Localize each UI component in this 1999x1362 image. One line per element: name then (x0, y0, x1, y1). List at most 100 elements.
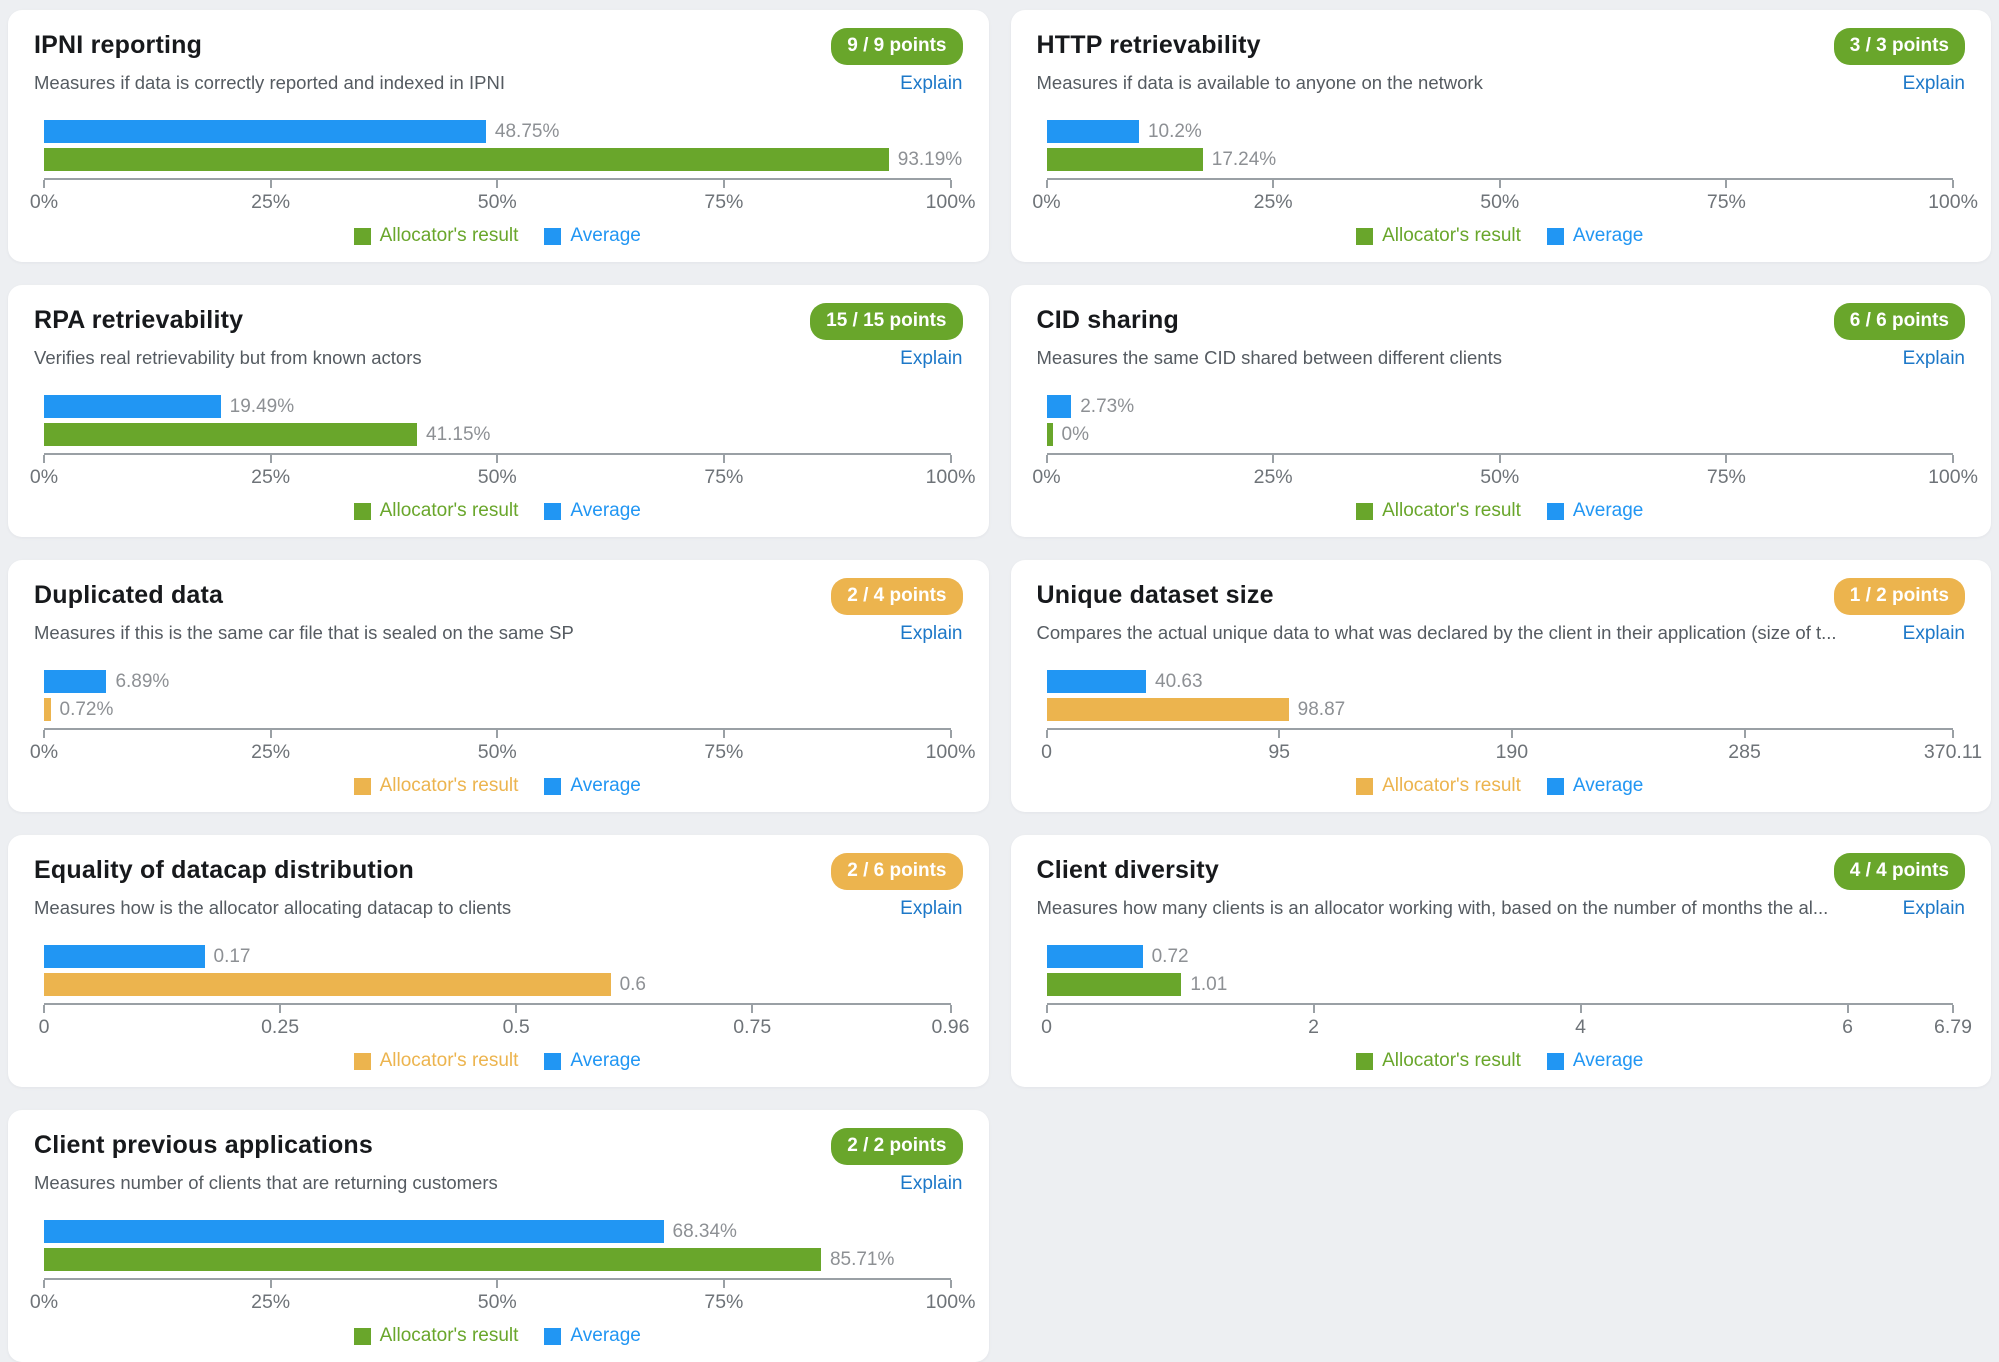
allocator-legend-swatch-icon (1356, 1052, 1374, 1070)
allocator-bar (44, 423, 418, 446)
average-bar-value: 2.73% (1080, 395, 1135, 417)
axis-tick-label: 0 (1041, 1016, 1052, 1038)
axis-tick-mark (1045, 1005, 1048, 1013)
card-header: Client previous applications 2 / 2 point… (34, 1128, 963, 1165)
card-title: Client diversity (1036, 856, 1219, 884)
card-description: Measures if this is the same car file th… (34, 622, 574, 643)
axis-tick-label: 190 (1495, 741, 1529, 763)
axis-tick-mark (269, 1280, 272, 1288)
average-bar-value: 40.63 (1155, 670, 1203, 692)
bar-chart: 40.63 98.87 0 95 190 285 370.11 Allocator's … (1037, 670, 1982, 797)
allocator-bar-row: 0% (1046, 423, 1954, 446)
explain-link[interactable]: Explain (900, 898, 963, 919)
x-axis: 0 95 190 285 370.11 (1041, 728, 1982, 766)
average-bar-row: 10.2% (1046, 120, 1954, 143)
card-title: Equality of datacap distribution (34, 856, 415, 884)
average-bar (1046, 670, 1146, 693)
allocator-legend-label: Allocator's result (379, 775, 519, 796)
axis-tick-mark (1579, 1005, 1582, 1013)
average-legend-swatch-icon (544, 227, 562, 245)
card-title: HTTP retrievability (1036, 31, 1261, 59)
card-header: IPNI reporting 9 / 9 points (34, 28, 963, 65)
explain-link[interactable]: Explain (1902, 898, 1965, 919)
card-title: Duplicated data (34, 581, 224, 609)
axis-tick-label: 2 (1308, 1016, 1319, 1038)
allocator-bar (1046, 423, 1053, 446)
allocator-bar (44, 973, 611, 996)
x-axis: 0% 25% 50% 75% 100% (1032, 178, 1978, 216)
axis-tick-label: 25% (1253, 191, 1293, 213)
average-bar (44, 395, 221, 418)
points-badge: 2 / 2 points (831, 1128, 963, 1165)
legend-item-allocator: Allocator's result (1356, 1050, 1521, 1072)
axis-tick-label: 75% (704, 741, 744, 763)
axis-tick-label: 0.5 (502, 1016, 530, 1038)
axis-tick-mark (43, 455, 45, 463)
legend-item-average: Average (544, 225, 641, 247)
card-subheader: Verifies real retrievability but from kn… (34, 347, 963, 370)
allocator-legend-swatch-icon (353, 1052, 371, 1070)
points-badge: 15 / 15 points (810, 303, 963, 340)
card-subheader: Measures if data is available to anyone … (1037, 72, 1966, 95)
axis-tick-label: 75% (1706, 191, 1746, 213)
average-bar-value: 19.49% (229, 395, 295, 417)
chart-legend: Allocator's result Average (44, 1325, 951, 1347)
axis-tick-mark (949, 1005, 952, 1013)
card-title: RPA retrievability (34, 306, 244, 334)
allocator-bar-row: 41.15% (44, 423, 951, 446)
allocator-bar-value: 0.72% (59, 698, 114, 720)
axis-tick-mark (1272, 455, 1275, 463)
card-description: Measures how many clients is an allocato… (1036, 897, 1829, 918)
legend-item-allocator: Allocator's result (353, 775, 519, 797)
explain-link[interactable]: Explain (900, 348, 963, 369)
allocator-legend-swatch-icon (353, 227, 371, 245)
average-bar (44, 945, 205, 968)
legend-item-allocator: Allocator's result (353, 500, 518, 522)
average-legend-swatch-icon (1546, 1052, 1564, 1070)
metric-card: Client diversity 4 / 4 points Measures h… (1010, 835, 1991, 1087)
card-title: IPNI reporting (34, 31, 203, 59)
allocator-legend-swatch-icon (1356, 777, 1374, 795)
axis-tick-label: 25% (251, 191, 291, 213)
x-axis: 0% 25% 50% 75% 100% (30, 178, 975, 216)
average-bar-row: 0.72 (1046, 945, 1954, 968)
axis-tick-mark (1846, 1005, 1849, 1013)
chart-legend: Allocator's result Average (44, 1050, 951, 1072)
axis-tick-mark (722, 1280, 725, 1288)
metric-card: Unique dataset size 1 / 2 points Compare… (1010, 560, 1991, 812)
axis-tick-mark (496, 455, 499, 463)
card-subheader: Measures if this is the same car file th… (34, 622, 963, 645)
axis-tick-mark (1952, 730, 1954, 738)
explain-link[interactable]: Explain (900, 1173, 963, 1194)
axis-tick-label: 25% (251, 466, 291, 488)
average-bar (1046, 945, 1143, 968)
allocator-bar-row: 0.6 (44, 973, 951, 996)
metric-card: Client previous applications 2 / 2 point… (8, 1110, 989, 1362)
legend-item-allocator: Allocator's result (1356, 225, 1521, 247)
card-description: Compares the actual unique data to what … (1036, 622, 1837, 643)
average-bar-row: 19.49% (44, 395, 951, 418)
axis-tick-mark (1045, 180, 1048, 188)
legend-item-average: Average (1546, 1050, 1643, 1072)
axis-tick-mark (1725, 455, 1728, 463)
average-bar (1046, 395, 1072, 418)
average-bar-row: 0.17 (44, 945, 951, 968)
axis-tick-label: 0% (29, 1291, 59, 1313)
metric-card: Equality of datacap distribution 2 / 6 p… (8, 835, 989, 1087)
explain-link[interactable]: Explain (1902, 348, 1965, 369)
axis-tick-mark (949, 180, 952, 188)
explain-link[interactable]: Explain (1902, 73, 1965, 94)
axis-tick-label: 25% (1253, 466, 1293, 488)
average-bar-row: 2.73% (1046, 395, 1954, 418)
explain-link[interactable]: Explain (900, 623, 963, 644)
axis-tick-mark (722, 730, 725, 738)
average-legend-swatch-icon (1546, 502, 1564, 520)
explain-link[interactable]: Explain (900, 73, 963, 94)
metric-card: Duplicated data 2 / 4 points Measures if… (8, 560, 989, 812)
average-bar-row: 48.75% (44, 120, 951, 143)
card-header: RPA retrievability 15 / 15 points (34, 303, 963, 340)
axis-tick-mark (1725, 180, 1728, 188)
card-header: Duplicated data 2 / 4 points (34, 578, 963, 615)
allocator-bar-row: 0.72% (44, 698, 951, 721)
explain-link[interactable]: Explain (1902, 623, 1965, 644)
